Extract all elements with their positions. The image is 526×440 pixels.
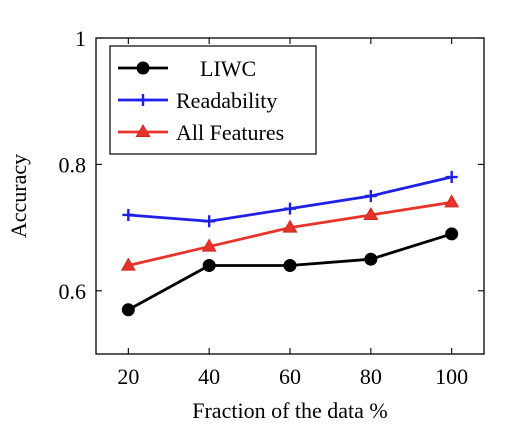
x-tick-label: 80 — [360, 364, 382, 389]
ticks-layer: 20 40 60 80 100 0.6 0.8 1 — [59, 26, 484, 389]
legend-label: All Features — [176, 120, 284, 145]
data-point — [120, 257, 136, 271]
data-point — [363, 206, 379, 221]
legend-item: Readability — [118, 88, 277, 113]
x-axis-label: Fraction of the data % — [192, 398, 388, 423]
data-point — [444, 194, 460, 208]
y-tick-label: 1 — [75, 26, 86, 51]
legend-item: All Features — [118, 120, 284, 145]
series-line — [128, 175, 452, 223]
data-point — [364, 190, 377, 202]
data-point — [364, 252, 378, 266]
data-point — [445, 227, 459, 241]
data-point — [201, 238, 217, 252]
data-point — [203, 215, 216, 228]
data-point — [136, 61, 150, 75]
x-tick-label: 40 — [198, 364, 220, 389]
y-tick-label: 0.6 — [59, 279, 87, 304]
y-tick-label: 0.8 — [59, 152, 87, 177]
data-point — [121, 303, 135, 317]
data-point — [202, 259, 216, 273]
series-layer — [120, 171, 460, 317]
legend-label: Readability — [176, 88, 277, 113]
series-liwc — [121, 227, 459, 317]
data-point — [284, 202, 296, 215]
data-point — [445, 171, 458, 184]
series-all-features — [120, 194, 460, 271]
series-readability — [122, 171, 458, 228]
data-point — [282, 219, 298, 233]
data-point — [135, 123, 151, 138]
data-point — [283, 259, 297, 273]
y-axis-label: Accuracy — [6, 154, 31, 238]
x-tick-label: 100 — [435, 364, 468, 389]
legend-item: LIWC — [118, 56, 256, 81]
data-point — [122, 208, 135, 221]
x-tick-label: 60 — [279, 364, 301, 389]
data-point — [137, 94, 149, 106]
x-tick-label: 20 — [117, 364, 139, 389]
legend: LIWC Readability All Features — [109, 45, 317, 155]
legend-label: LIWC — [200, 56, 256, 81]
